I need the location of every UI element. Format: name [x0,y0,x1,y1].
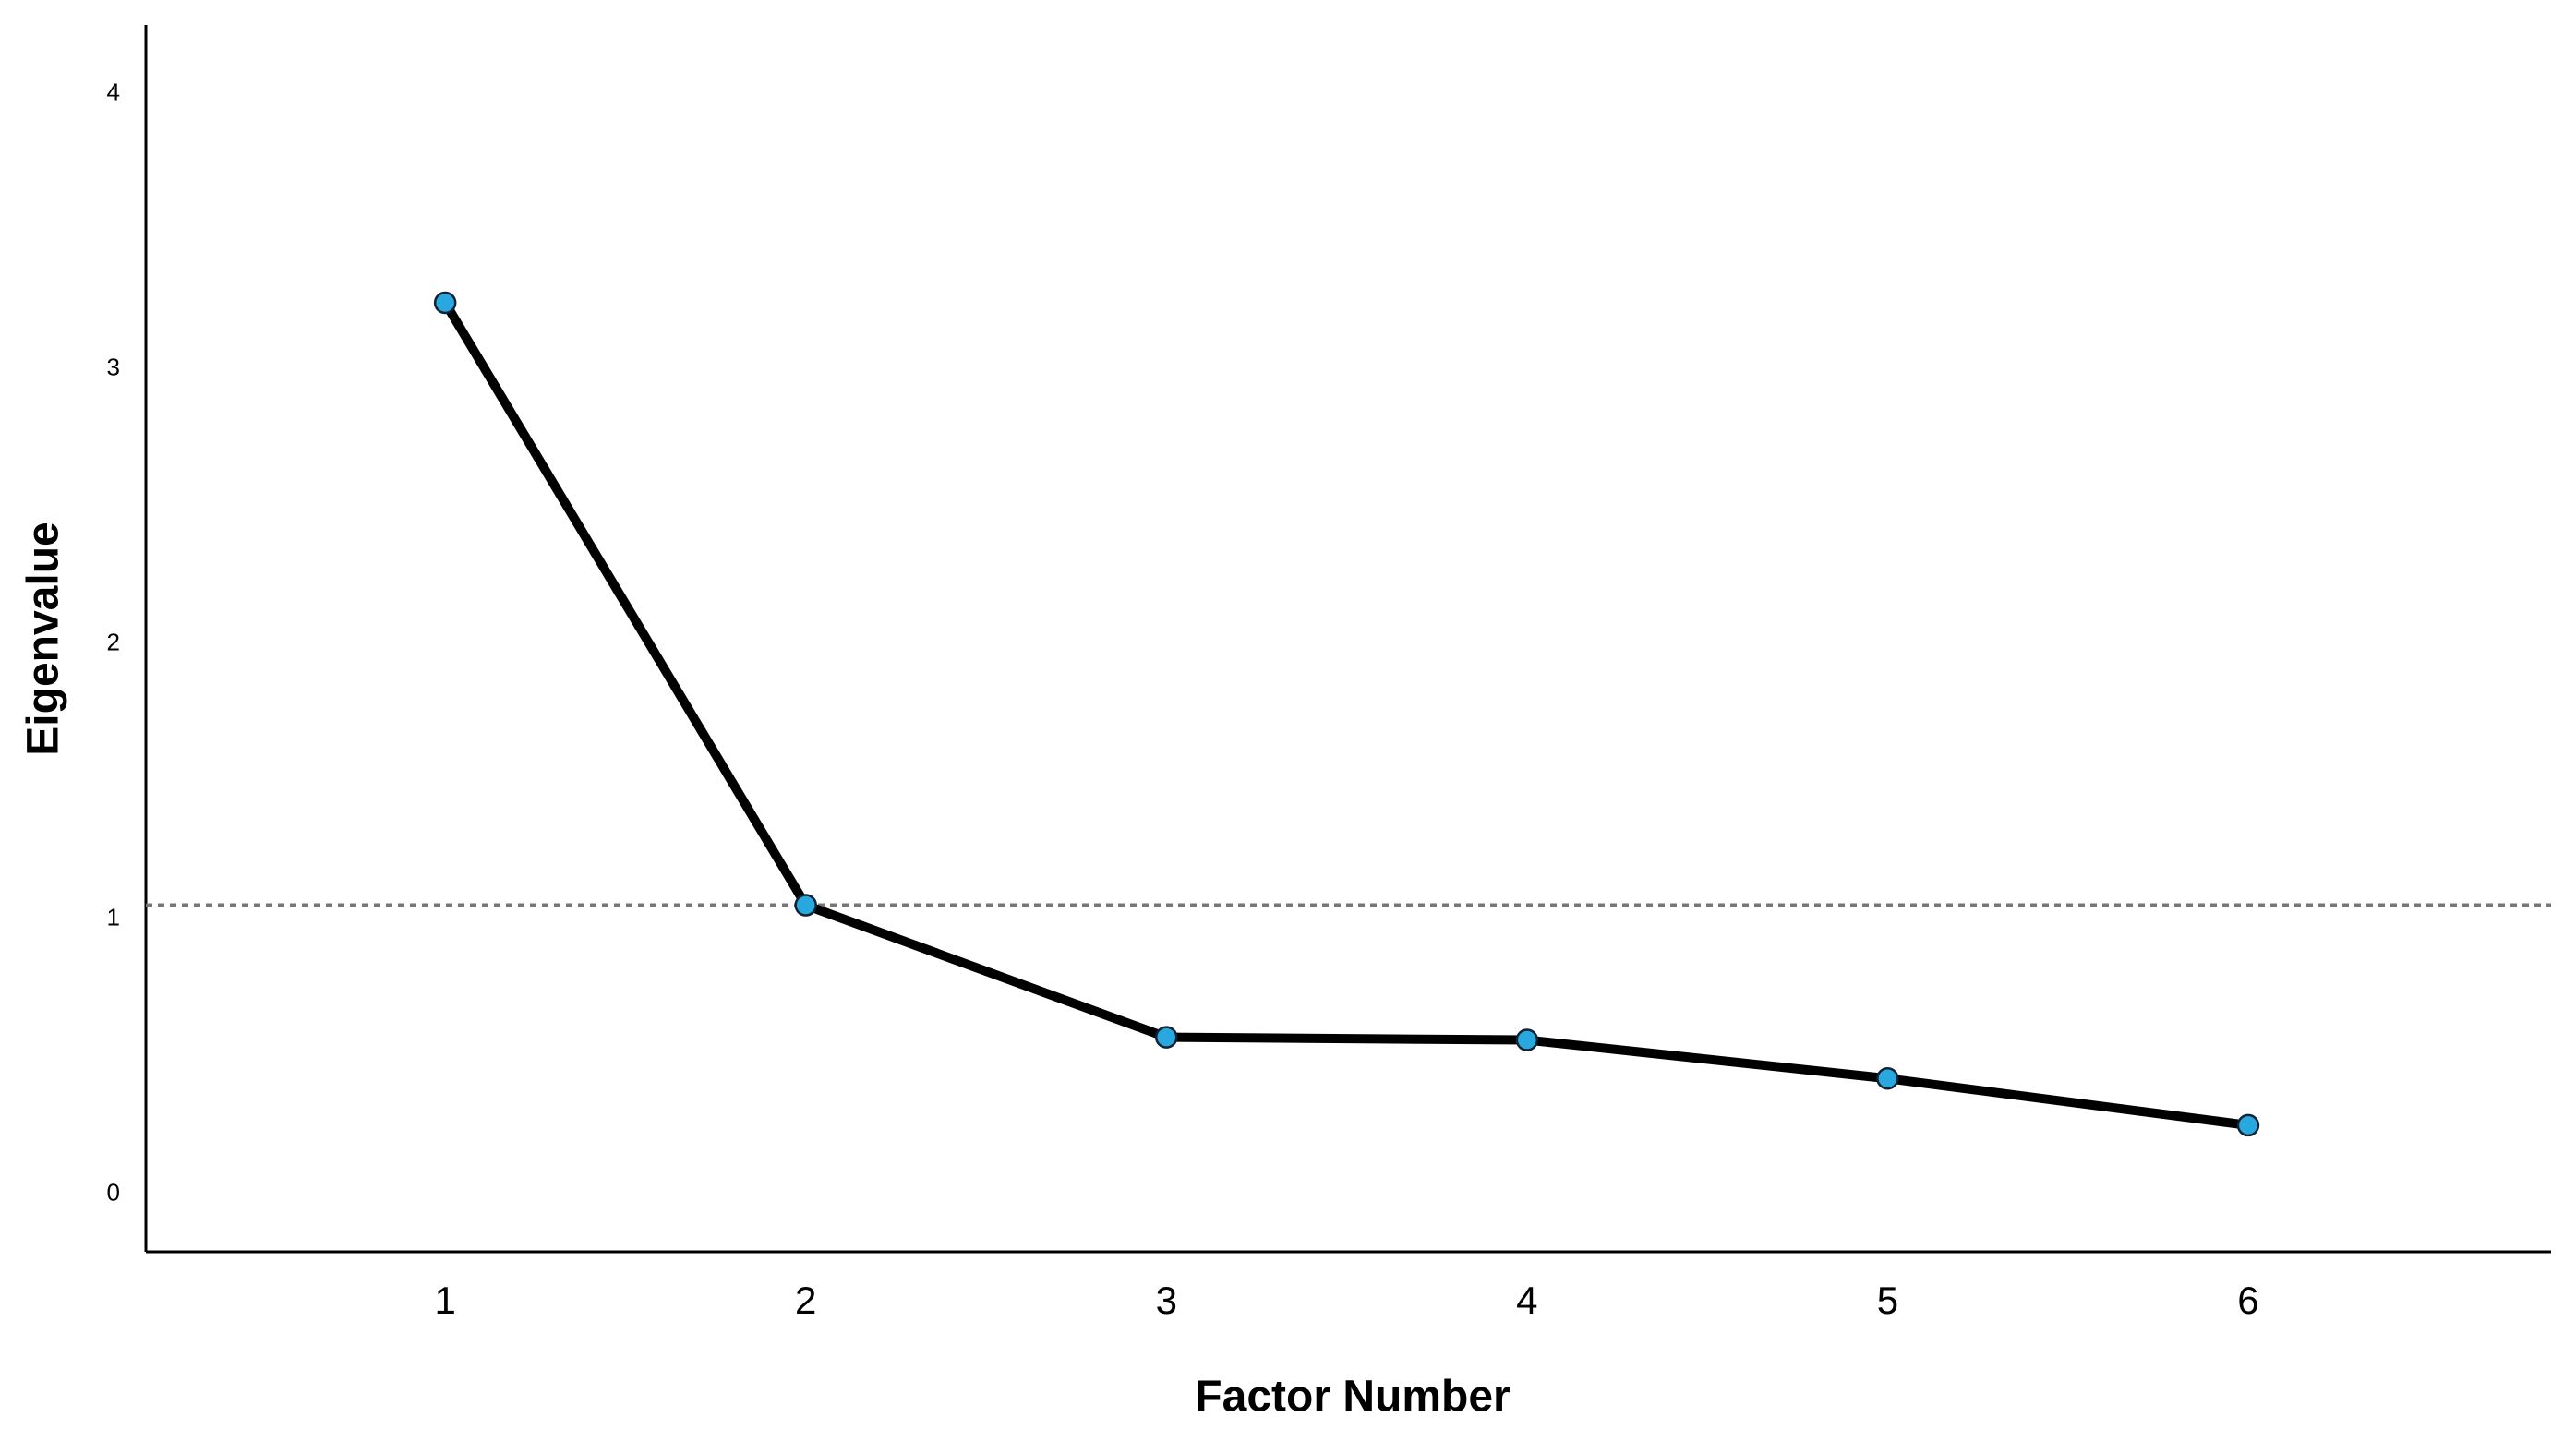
marker [1876,1067,1899,1090]
x-tick-label: 5 [1877,1279,1898,1322]
marker [1515,1028,1539,1051]
y-tick-label: 3 [107,353,120,380]
y-axis-title: Eigenvalue [19,522,68,755]
y-tick-label: 1 [107,903,120,931]
marker [2236,1113,2260,1137]
x-tick-label: 3 [1156,1279,1177,1322]
marker [794,894,817,917]
marker [1155,1026,1178,1049]
x-tick-label: 2 [795,1279,816,1322]
y-tick-label: 0 [107,1178,120,1206]
x-tick-label: 6 [2237,1279,2258,1322]
y-tick-label: 4 [107,78,120,105]
marker [433,291,457,315]
y-tick-label: 2 [107,628,120,655]
x-tick-label: 4 [1516,1279,1537,1322]
line [440,300,2249,1130]
x-axis-title: Factor Number [1195,1373,1510,1422]
x-tick-label: 1 [434,1279,455,1322]
